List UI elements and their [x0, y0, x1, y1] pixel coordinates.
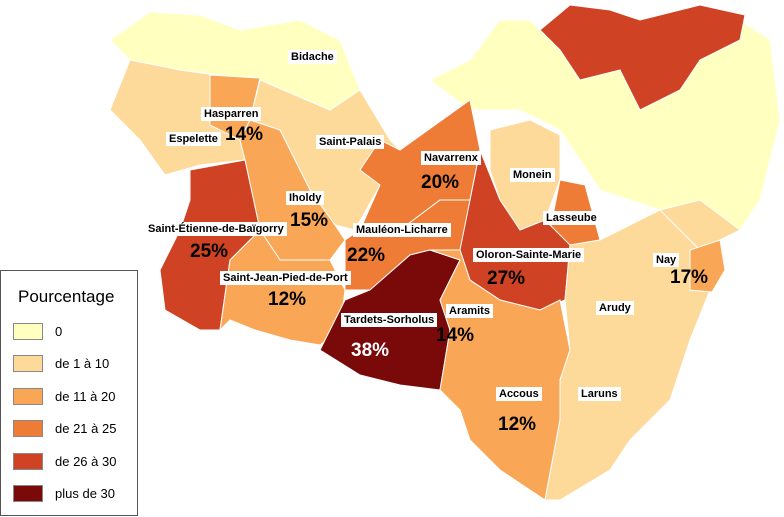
legend-item: de 21 à 25: [13, 419, 116, 439]
legend-label: de 26 à 30: [55, 453, 117, 469]
place-label: Hasparren: [201, 107, 262, 121]
legend-item: plus de 30: [13, 484, 115, 504]
legend-item: de 1 à 10: [13, 354, 109, 374]
place-label: Oloron-Sainte-Marie: [473, 248, 585, 262]
legend-label: plus de 30: [55, 486, 115, 501]
legend-swatch: [13, 420, 43, 437]
legend-item: de 11 à 20: [13, 386, 115, 406]
region: [539, 4, 746, 111]
place-label: Saint-Étienne-de-Baïgorry: [145, 222, 287, 236]
legend-label: de 1 à 10: [55, 356, 110, 371]
percentage: 14%: [436, 325, 475, 346]
place-label: Navarrenx: [421, 151, 481, 165]
percentage: 27%: [487, 268, 526, 289]
percentage: 25%: [190, 241, 229, 262]
place-label: Aramits: [446, 304, 493, 318]
region: [659, 199, 741, 251]
legend-item: de 26 à 30: [13, 451, 116, 471]
region: [159, 159, 261, 331]
place-label: Mauléon-Licharre: [353, 223, 451, 237]
region: [689, 239, 726, 293]
percentage: 38%: [351, 340, 390, 361]
legend-label: 0: [55, 323, 63, 339]
percentage: 14%: [225, 124, 264, 145]
legend-item: 0: [13, 321, 62, 341]
place-label: Espelette: [166, 132, 221, 146]
place-label: Saint-Jean-Pied-de-Port: [220, 271, 351, 285]
place-label: Tardets-Sorholus: [341, 313, 438, 327]
percentage: 12%: [498, 414, 537, 435]
percentage: 12%: [268, 289, 307, 310]
place-label: Laruns: [578, 387, 621, 401]
percentage: 17%: [670, 267, 709, 288]
place-label: Lasseube: [543, 211, 600, 225]
legend-swatch: [13, 355, 43, 372]
percentage: 22%: [347, 245, 386, 266]
legend: Pourcentage 0 de 1 à 10 de 11 à 20 de 21 à …: [0, 270, 138, 516]
percentage: 15%: [290, 210, 329, 231]
legend-title: Pourcentage: [18, 287, 115, 306]
place-label: Arudy: [596, 301, 634, 315]
place-label: Monein: [510, 168, 555, 182]
legend-swatch: [13, 452, 43, 470]
legend-swatch: [13, 485, 43, 502]
percentage: 20%: [421, 172, 460, 193]
place-label: Nay: [653, 253, 680, 267]
place-label: Accous: [496, 387, 542, 401]
legend-label: de 21 à 25: [55, 421, 117, 436]
place-label: Saint-Palais: [316, 135, 385, 149]
place-label: Iholdy: [286, 191, 325, 205]
legend-label: de 11 à 20: [55, 388, 116, 404]
place-label: Bidache: [288, 50, 337, 64]
region: [544, 209, 721, 501]
legend-swatch: [13, 387, 43, 405]
legend-swatch: [13, 322, 43, 340]
